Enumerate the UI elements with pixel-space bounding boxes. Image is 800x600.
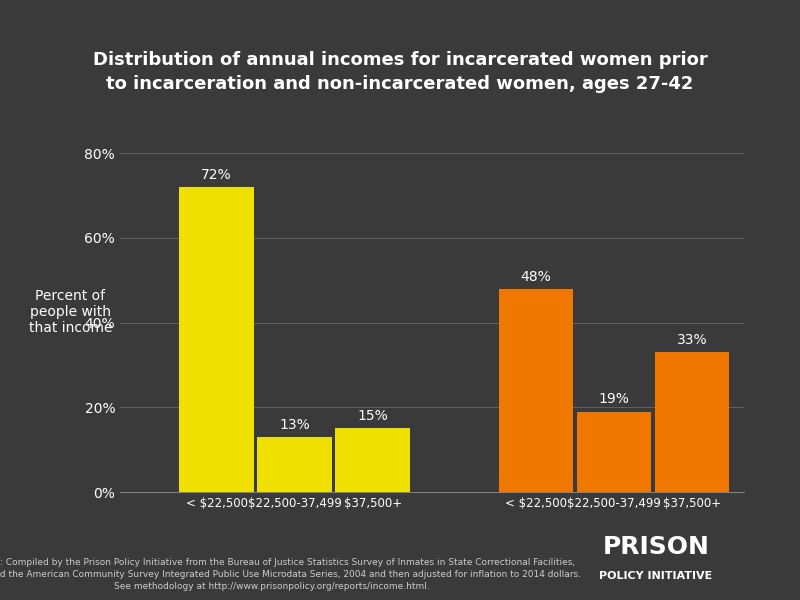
Text: 48%: 48%: [521, 269, 551, 284]
Text: 19%: 19%: [598, 392, 630, 406]
Bar: [655, 352, 729, 492]
Text: PRISON: PRISON: [602, 535, 710, 559]
Bar: [577, 412, 651, 492]
Text: Source: Compiled by the Prison Policy Initiative from the Bureau of Justice Stat: Source: Compiled by the Prison Policy In…: [0, 558, 581, 590]
Text: 13%: 13%: [279, 418, 310, 432]
Text: 33%: 33%: [677, 333, 707, 347]
Y-axis label: Percent of
people with
that income: Percent of people with that income: [29, 289, 112, 335]
Text: POLICY INITIATIVE: POLICY INITIATIVE: [599, 571, 713, 581]
Text: 15%: 15%: [357, 409, 388, 424]
Text: 72%: 72%: [202, 168, 232, 182]
Bar: [179, 187, 254, 492]
Bar: [335, 428, 410, 492]
Text: Distribution of annual incomes for incarcerated women prior
to incarceration and: Distribution of annual incomes for incar…: [93, 51, 707, 93]
Bar: [499, 289, 573, 492]
Bar: [258, 437, 332, 492]
